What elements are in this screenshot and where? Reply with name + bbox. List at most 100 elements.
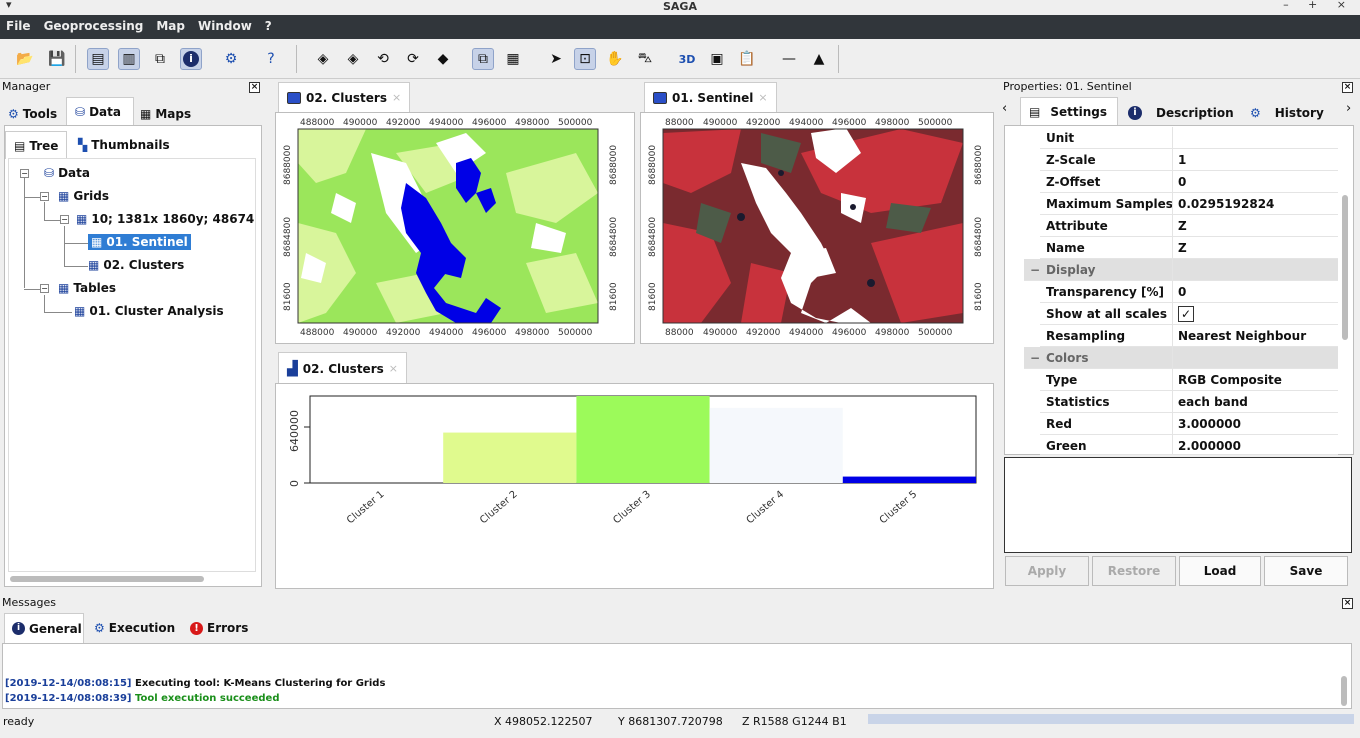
clipboard-icon[interactable]: 📋: [738, 51, 756, 67]
y-tick-640000: 640000: [288, 410, 301, 452]
tools-icon[interactable]: ⚙: [224, 51, 238, 67]
close-icon[interactable]: ×: [758, 91, 768, 104]
prop-row-show-all-scales[interactable]: Show at all scales ✓: [1040, 303, 1338, 325]
help-icon[interactable]: ?: [267, 51, 275, 67]
tree-item-cluster-analysis[interactable]: ▦ 01. Cluster Analysis: [74, 304, 224, 318]
layout-icon[interactable]: ▣: [710, 51, 724, 67]
3d-view-icon[interactable]: 3D: [678, 52, 696, 66]
zoom-full-icon[interactable]: ◈: [317, 51, 329, 67]
menu-geoprocessing[interactable]: Geoprocessing: [43, 19, 144, 33]
tab-execution[interactable]: ⚙ Execution: [94, 621, 176, 635]
tree-item-data[interactable]: ⛁ Data: [44, 166, 90, 180]
north-arrow-icon[interactable]: ▲: [813, 51, 825, 67]
expander-grids[interactable]: −: [40, 192, 49, 201]
manager-close-icon[interactable]: ×: [249, 82, 260, 93]
zoom-forward-icon[interactable]: ⟳: [407, 51, 419, 67]
histogram-bar: [842, 476, 976, 483]
thumbnails-icon: ▚: [78, 138, 88, 152]
properties-toggle-icon[interactable]: ▥: [118, 48, 140, 70]
map-view-clusters[interactable]: 488000 490000 492000 494000 496000 49800…: [275, 112, 635, 344]
prop-row-transparency[interactable]: Transparency [%] 0: [1040, 281, 1338, 303]
expander-tables[interactable]: −: [40, 284, 49, 293]
prop-row-z-scale[interactable]: Z-Scale 1: [1040, 149, 1338, 171]
svg-text:8688000: 8688000: [283, 145, 293, 185]
prop-row-green[interactable]: Green 2.000000: [1040, 435, 1338, 455]
tree-item-tables[interactable]: ▦ Tables: [58, 281, 117, 295]
tab-errors[interactable]: ! Errors: [190, 619, 248, 637]
messages-scrollbar[interactable]: [1341, 676, 1347, 706]
info-icon[interactable]: i: [180, 48, 202, 70]
prop-section-display[interactable]: − Display: [1024, 259, 1338, 281]
window-controls[interactable]: – + ×: [1283, 0, 1354, 11]
save-button[interactable]: Save: [1264, 556, 1348, 586]
tab-description[interactable]: i Description: [1128, 103, 1234, 123]
message-line: [2019-12-14/08:08:15] Executing tool: K-…: [5, 678, 386, 689]
menu-window[interactable]: Window: [197, 19, 252, 33]
tab-histogram-clusters[interactable]: ▟ 02. Clusters ×: [278, 352, 407, 384]
zoom-layer-icon[interactable]: ◈: [347, 51, 359, 67]
tab-data[interactable]: ⛁ Data: [66, 97, 134, 125]
tree-item-grids[interactable]: ▦ Grids: [58, 189, 109, 203]
tabs-scroll-right-icon[interactable]: ›: [1346, 101, 1352, 116]
tab-maps[interactable]: ▦ Maps: [140, 107, 192, 121]
tab-settings[interactable]: ▤ Settings: [1020, 97, 1118, 125]
prop-row-statistics[interactable]: Statistics each band: [1040, 391, 1338, 413]
properties-scrollbar[interactable]: [1342, 195, 1348, 340]
tree-item-grid-system[interactable]: ▦10; 1381x 1860y; 486745x 8: [76, 212, 254, 226]
line-icon[interactable]: —: [782, 51, 796, 67]
data-source-icon[interactable]: ⧉: [155, 51, 165, 67]
zoom-tool-icon[interactable]: ⊡: [574, 48, 596, 70]
prop-row-max-samples[interactable]: Maximum Samples 0.0295192824: [1040, 193, 1338, 215]
messages-log: [2, 643, 1352, 709]
prop-row-type[interactable]: Type RGB Composite: [1040, 369, 1338, 391]
open-icon[interactable]: 📂: [16, 51, 34, 67]
tree-horizontal-scrollbar[interactable]: [10, 576, 204, 582]
prop-section-colors[interactable]: − Colors: [1024, 347, 1338, 369]
properties-close-icon[interactable]: ×: [1342, 82, 1353, 93]
load-button[interactable]: Load: [1179, 556, 1261, 586]
tree-item-sentinel[interactable]: ▦ 01. Sentinel: [88, 234, 191, 250]
synchronize-icon[interactable]: ⧉: [472, 48, 494, 70]
status-x-coordinate: X 498052.122507: [494, 715, 593, 728]
prop-row-resampling[interactable]: Resampling Nearest Neighbour: [1040, 325, 1338, 347]
select-cursor-icon[interactable]: ➤: [550, 51, 562, 67]
svg-text:490000: 490000: [343, 328, 378, 338]
show-all-scales-checkbox[interactable]: ✓: [1178, 306, 1194, 322]
tab-map-sentinel[interactable]: 01. Sentinel ×: [644, 82, 777, 112]
menu-map[interactable]: Map: [156, 19, 185, 33]
tab-history[interactable]: ⚙ History: [1250, 106, 1324, 120]
apply-button[interactable]: Apply: [1005, 556, 1089, 586]
prop-row-attribute[interactable]: Attribute Z: [1040, 215, 1338, 237]
prop-row-unit[interactable]: Unit: [1040, 127, 1338, 149]
prop-row-name[interactable]: Name Z: [1040, 237, 1338, 259]
save-icon[interactable]: 💾: [48, 51, 66, 67]
expander-grid-system[interactable]: −: [60, 215, 69, 224]
messages-close-icon[interactable]: ×: [1342, 598, 1353, 609]
tab-map-clusters[interactable]: 02. Clusters ×: [278, 82, 411, 112]
expander-data[interactable]: −: [20, 169, 29, 178]
pan-hand-icon[interactable]: ✋: [606, 51, 624, 67]
tab-tree[interactable]: ▤ Tree: [5, 131, 67, 159]
close-icon[interactable]: ×: [391, 91, 402, 104]
tabs-scroll-left-icon[interactable]: ‹: [1002, 101, 1008, 116]
tab-general[interactable]: i General: [4, 613, 84, 643]
maps-arrange-icon[interactable]: ▦: [506, 51, 520, 67]
zoom-back-icon[interactable]: ⟲: [377, 51, 389, 67]
menu-file[interactable]: File: [6, 19, 31, 33]
restore-button[interactable]: Restore: [1092, 556, 1176, 586]
data-tree: [8, 158, 256, 572]
tab-thumbnails[interactable]: ▚ Thumbnails: [78, 138, 170, 152]
svg-text:81600: 81600: [609, 282, 619, 311]
zoom-selection-icon[interactable]: ◆: [437, 51, 449, 67]
window-menu-icon[interactable]: ▾: [6, 0, 12, 11]
prop-row-z-offset[interactable]: Z-Offset 0: [1040, 171, 1338, 193]
tab-tools[interactable]: ⚙ Tools: [8, 107, 58, 121]
menu-help[interactable]: ?: [264, 19, 272, 33]
map-view-sentinel[interactable]: 88000 490000 492000 494000 496000 498000…: [640, 112, 994, 344]
prop-row-red[interactable]: Red 3.000000: [1040, 413, 1338, 435]
measure-icon[interactable]: ⛍: [637, 50, 653, 66]
manager-toggle-icon[interactable]: ▤: [87, 48, 109, 70]
close-icon[interactable]: ×: [388, 362, 398, 375]
tree-item-clusters[interactable]: ▦ 02. Clusters: [88, 258, 185, 272]
y-tick-0: 0: [288, 480, 301, 487]
